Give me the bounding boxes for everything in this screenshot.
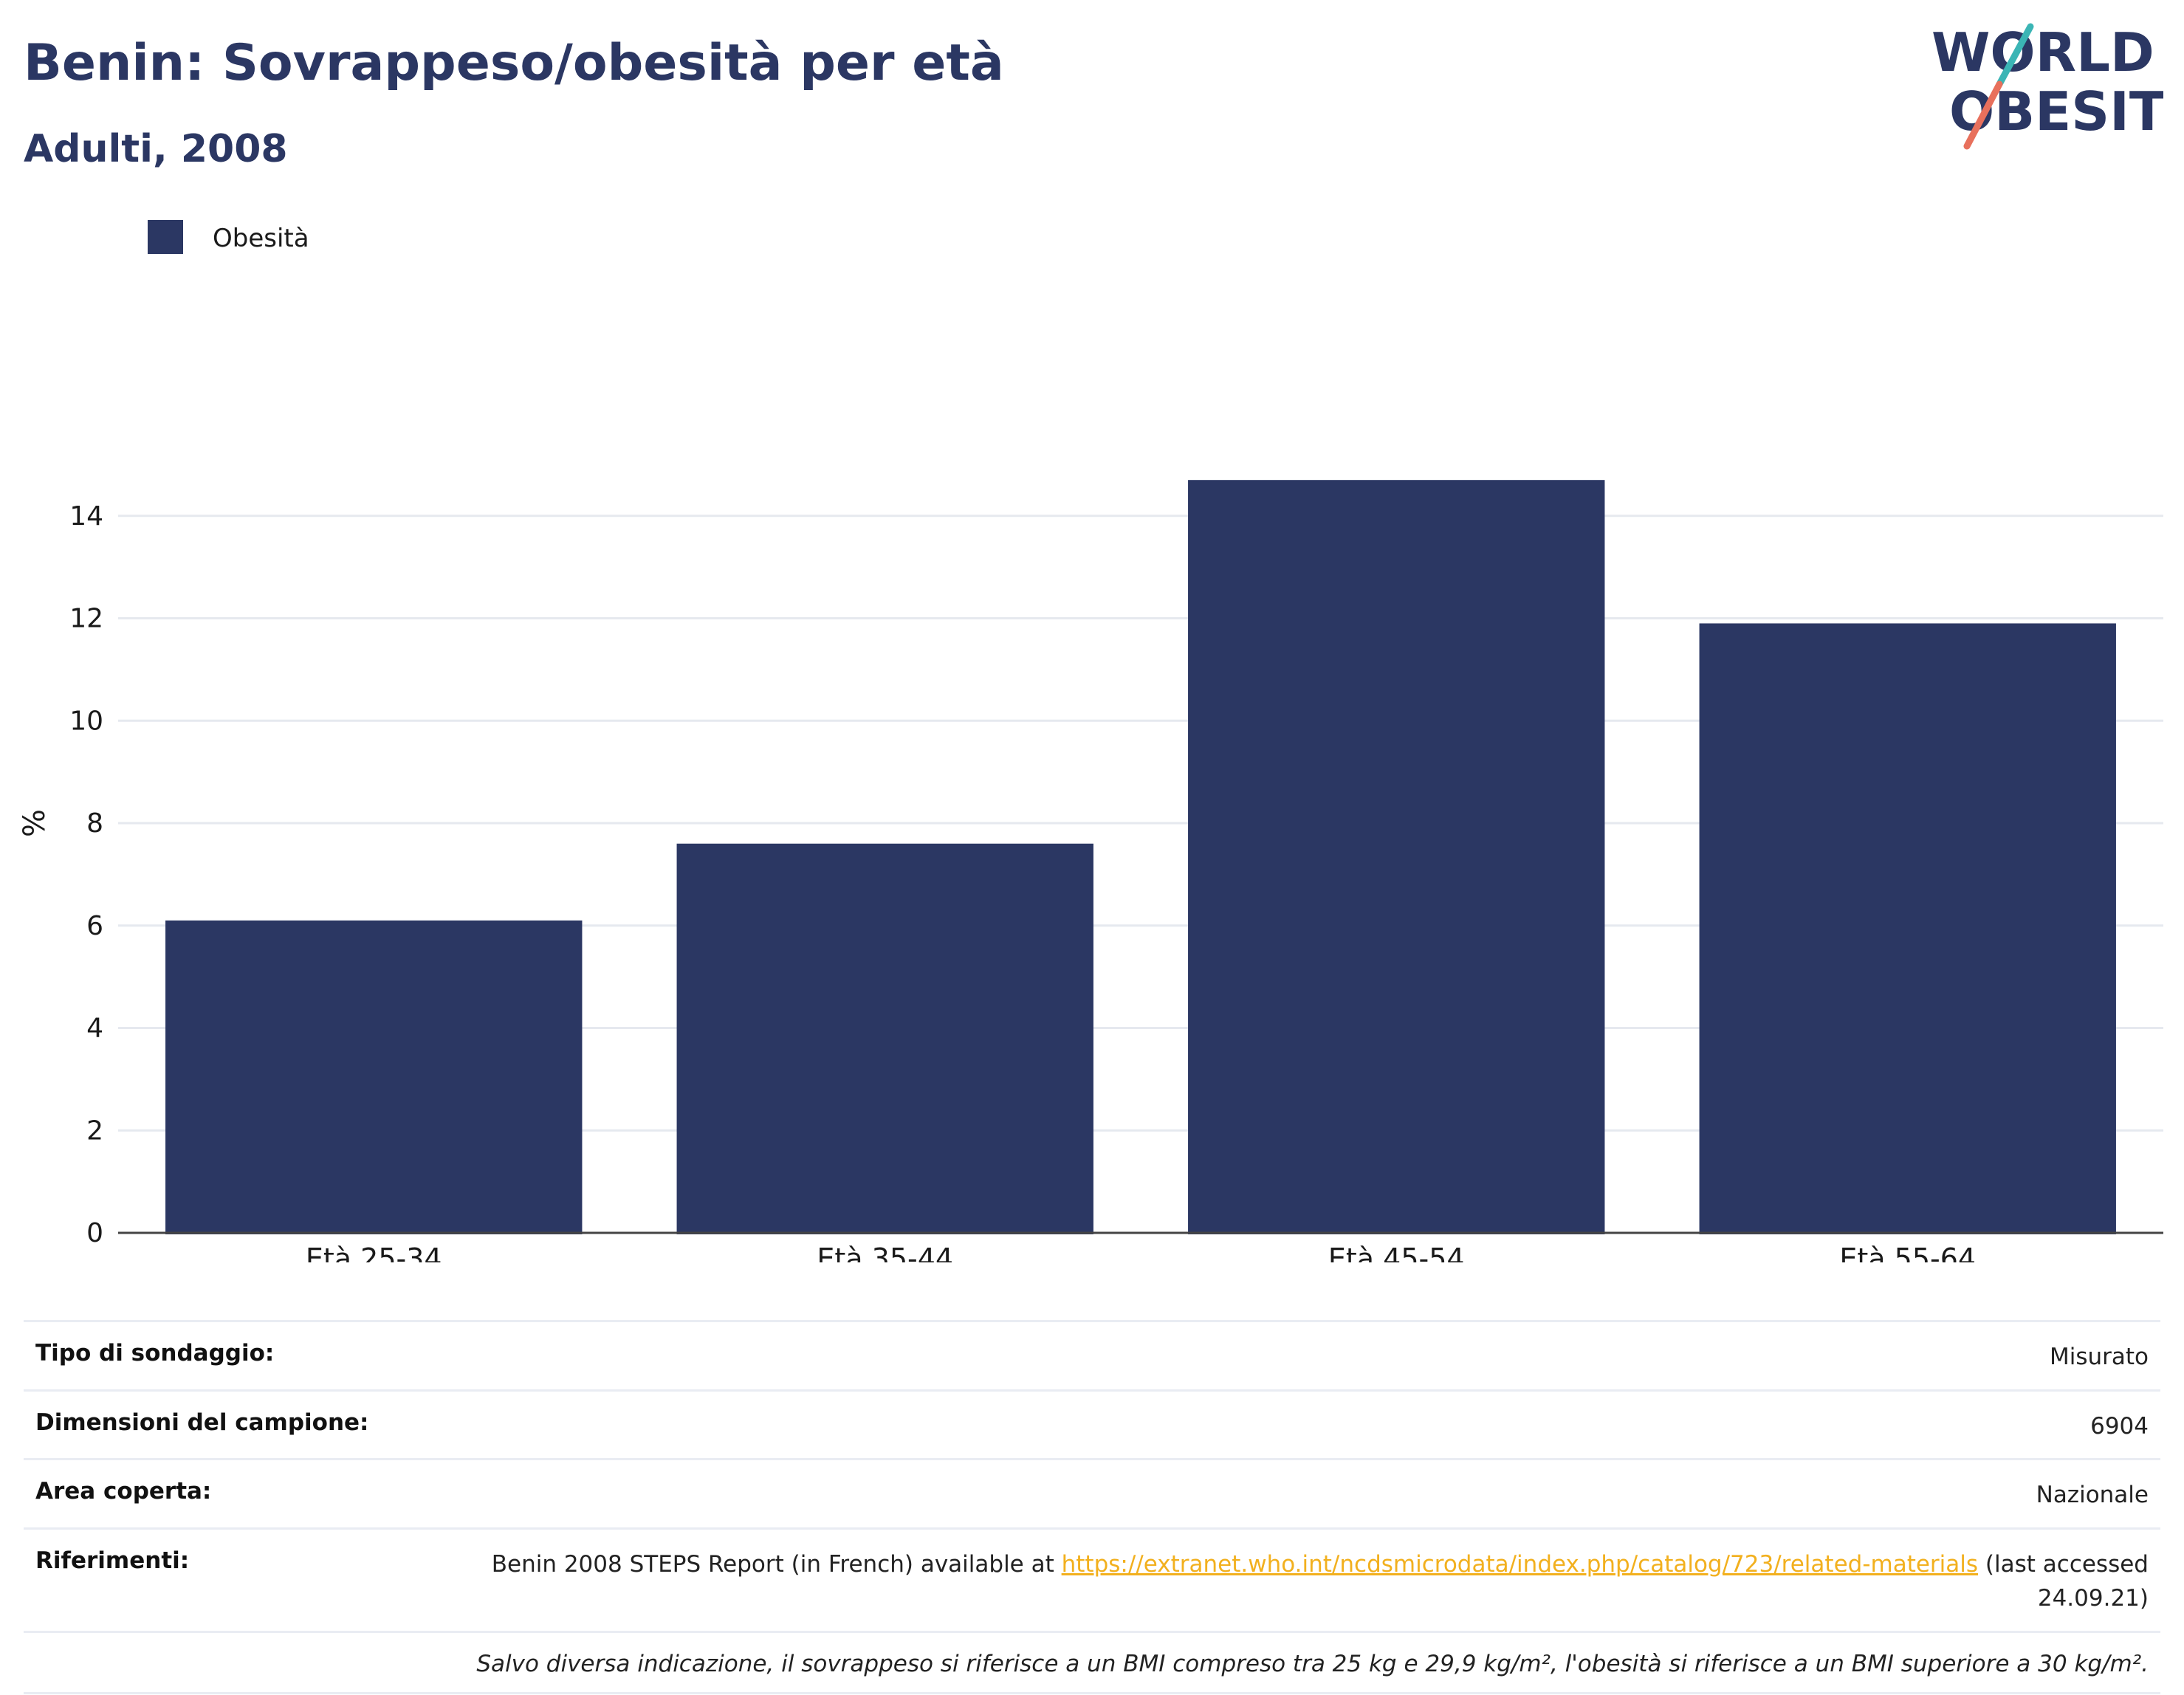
y-tick-label: 6	[86, 911, 103, 941]
info-row-sample-size: Dimensioni del campione: 6904	[24, 1389, 2160, 1460]
info-table: Tipo di sondaggio: Misurato Dimensioni d…	[24, 1320, 2160, 1694]
y-axis-label: %	[18, 809, 52, 837]
legend: Obesità	[148, 220, 309, 254]
references-label: Riferimenti:	[24, 1527, 461, 1633]
world-obesity-logo: WORLD OBESITY	[1931, 21, 2163, 150]
references-link[interactable]: https://extranet.who.int/ncdsmicrodata/i…	[1061, 1550, 1979, 1578]
bar	[1699, 623, 2116, 1234]
info-row-survey-type: Tipo di sondaggio: Misurato	[24, 1320, 2160, 1392]
references-text-after: (last accessed 24.09.21)	[1978, 1550, 2149, 1612]
x-axis-ticks: Età 25-34 Età 35-44 Età 45-54 Età 55-64	[306, 1242, 1976, 1262]
legend-label: Obesità	[213, 224, 309, 253]
legend-swatch	[148, 220, 183, 254]
logo-slash-teal	[1996, 23, 2034, 88]
chart-subtitle: Adulti, 2008	[24, 127, 288, 171]
logo-text-line1: WORLD	[1931, 21, 2154, 83]
y-tick-label: 4	[86, 1014, 103, 1044]
sample-size-value: 6904	[461, 1389, 2160, 1460]
survey-type-label: Tipo di sondaggio:	[24, 1320, 461, 1392]
x-tick-label: Età 55-64	[1839, 1242, 1976, 1262]
references-text-before: Benin 2008 STEPS Report (in French) avai…	[491, 1550, 1062, 1578]
logo-text-line2: OBESITY	[1949, 80, 2163, 142]
x-tick-label: Età 35-44	[817, 1242, 953, 1262]
x-tick-label: Età 25-34	[306, 1242, 442, 1262]
coverage-value: Nazionale	[461, 1458, 2160, 1530]
info-row-note: Salvo diversa indicazione, il sovrappeso…	[24, 1630, 2160, 1694]
info-row-coverage: Area coperta: Nazionale	[24, 1458, 2160, 1530]
y-tick-label: 0	[86, 1218, 103, 1248]
definition-note: Salvo diversa indicazione, il sovrappeso…	[24, 1630, 2160, 1694]
info-row-references: Riferimenti: Benin 2008 STEPS Report (in…	[24, 1527, 2160, 1633]
y-tick-label: 12	[69, 604, 103, 634]
coverage-label: Area coperta:	[24, 1458, 461, 1530]
bar	[676, 843, 1093, 1234]
y-tick-label: 8	[86, 808, 103, 839]
chart-title: Benin: Sovrappeso/obesità per età	[24, 34, 1004, 92]
references-value: Benin 2008 STEPS Report (in French) avai…	[461, 1527, 2160, 1633]
y-axis-ticks: 0 2 4 6 8 10 12 14	[69, 501, 103, 1248]
logo-slash-coral	[1963, 80, 2003, 150]
sample-size-label: Dimensioni del campione:	[24, 1389, 461, 1460]
y-tick-label: 14	[69, 501, 103, 532]
bar	[1188, 480, 1605, 1234]
survey-type-value: Misurato	[461, 1320, 2160, 1392]
x-tick-label: Età 45-54	[1328, 1242, 1465, 1262]
bar	[165, 920, 583, 1234]
y-tick-label: 10	[69, 706, 103, 736]
bars	[165, 480, 2116, 1234]
y-tick-label: 2	[86, 1115, 103, 1146]
